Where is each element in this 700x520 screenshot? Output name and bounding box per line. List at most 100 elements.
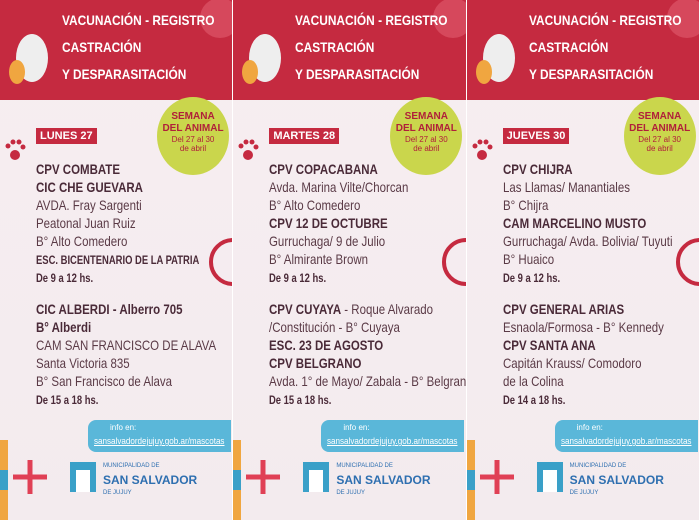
poster: VACUNACIÓN - REGISTRO CASTRACIÓN Y DESPARA…	[233, 0, 467, 520]
text-line: Peatonal Juan Ruiz	[36, 214, 199, 232]
text-segment: CPV BELGRANO	[269, 355, 362, 371]
text-line: Gurruchaga/ Avda. Bolivia/ Tuyuti	[503, 232, 673, 250]
text-line: CAM MARCELINO MUSTO	[503, 214, 673, 232]
header-line: CASTRACIÓN	[295, 39, 375, 55]
badge: SEMANA DEL ANIMAL Del 27 al 30 de abril	[157, 97, 229, 175]
text-segment: de la Colina	[502, 373, 564, 389]
badge-text: SEMANA	[171, 111, 215, 122]
text-segment: De 15 a 18 hs.	[269, 395, 332, 407]
text-line: de la Colina	[503, 372, 664, 390]
badge-text: de abril	[413, 144, 440, 153]
header-line: VACUNACIÓN - REGISTRO	[528, 12, 682, 28]
text-segment: CAM MARCELINO MUSTO	[502, 215, 646, 231]
text-line: B° Chijra	[503, 196, 673, 214]
info-label: info en:	[343, 423, 370, 432]
text-segment: CIC CHE GUEVARA	[36, 179, 143, 195]
text-segment: B° Almirante Brown	[269, 251, 369, 267]
text-segment: De 9 a 12 hs.	[269, 273, 327, 285]
text-line: Avda. 1° de Mayo/ Zabala - B° Belgrano	[269, 372, 467, 390]
info-label: info en:	[110, 423, 137, 432]
logo-text: MUNICIPALIDAD DE	[336, 463, 393, 469]
badge-text: DEL ANIMAL	[162, 123, 224, 134]
text-segment: - Roque Alvarado	[341, 301, 434, 317]
text-line: CAM SAN FRANCISCO DE ALAVA	[36, 336, 216, 354]
text-segment: CPV 12 DE OCTUBRE	[269, 215, 388, 231]
text-segment: B° Chijra	[502, 197, 549, 213]
text-segment: Capitán Krauss/ Comodoro	[502, 355, 642, 371]
badge-text: SEMANA	[637, 111, 682, 122]
text-line: CPV CHIJRA	[503, 160, 673, 178]
text-segment: Las Llamas/ Manantiales	[502, 179, 630, 195]
badge: SEMANA DEL ANIMAL Del 27 al 30 de abril	[390, 97, 463, 175]
text-line: B° San Francisco de Alava	[36, 372, 216, 390]
text-line: CPV 12 DE OCTUBRE	[269, 214, 408, 232]
text-line: De 9 a 12 hs.	[269, 268, 408, 286]
badge-text: de abril	[646, 144, 673, 153]
text-line: B° Huaico	[503, 250, 673, 268]
venue-block: CIC ALBERDI - Alberro 705 B° Alberdi CAM S…	[36, 300, 216, 408]
badge-text: DEL ANIMAL	[395, 123, 457, 134]
text-line: AVDA. Fray Sargenti	[36, 196, 199, 214]
info-url: sansalvadordejujuy.gob.ar/mascotas	[327, 436, 458, 447]
text-line: CPV COMBATE	[36, 160, 199, 178]
text-line: De 15 a 18 hs.	[269, 390, 465, 408]
header-line: VACUNACIÓN - REGISTRO	[295, 12, 448, 28]
text-line: B° Almirante Brown	[269, 250, 408, 268]
text-segment: ESC. 23 DE AGOSTO	[269, 337, 384, 353]
logo-text: SAN SALVADOR	[569, 473, 664, 487]
logo-text: SAN SALVADOR	[103, 473, 198, 487]
text-segment: CPV GENERAL ARIAS	[502, 301, 624, 317]
text-segment: De 9 a 12 hs.	[36, 273, 94, 285]
text-line: De 14 a 18 hs.	[503, 390, 664, 408]
header-line: Y DESPARASITACIÓN	[62, 66, 187, 82]
header-line: Y DESPARASITACIÓN	[295, 66, 420, 82]
text-segment: B° Alto Comedero	[269, 197, 361, 213]
text-segment: Peatonal Juan Ruiz	[36, 215, 136, 231]
info-url: sansalvadordejujuy.gob.ar/mascotas	[94, 436, 225, 447]
text-line: De 15 a 18 hs.	[36, 390, 216, 408]
header-line: VACUNACIÓN - REGISTRO	[62, 12, 215, 28]
text-segment: CAM SAN FRANCISCO DE ALAVA	[36, 337, 217, 353]
logo-text: MUNICIPALIDAD DE	[103, 463, 160, 469]
badge-text: Del 27 al 30	[171, 135, 215, 144]
text-segment: B° Alto Comedero	[36, 233, 128, 249]
logo-text: MUNICIPALIDAD DE	[569, 463, 627, 469]
badge-text: Del 27 al 30	[638, 135, 681, 144]
text-line: Avda. Marina Vilte/Chorcan	[269, 178, 408, 196]
badge-text: DEL ANIMAL	[629, 123, 691, 134]
text-line: ESC. 23 DE AGOSTO	[269, 336, 465, 354]
text-line: Las Llamas/ Manantiales	[503, 178, 673, 196]
text-segment: Esnaola/Formosa - B° Kennedy	[502, 319, 664, 335]
text-line: CPV CUYAYA - Roque Alvarado	[269, 300, 465, 318]
info-url: sansalvadordejujuy.gob.ar/mascotas	[560, 436, 692, 447]
text-segment: ESC. BICENTENARIO DE LA PATRIA	[36, 255, 200, 267]
text-segment: B° San Francisco de Alava	[36, 373, 173, 389]
poster: VACUNACIÓN - REGISTRO CASTRACIÓN Y DESPARA…	[466, 0, 700, 520]
venue-block: CPV COMBATE CIC CHE GUEVARA AVDA. Fray Sar…	[36, 160, 199, 286]
badge: SEMANA DEL ANIMAL Del 27 al 30 de abril	[623, 97, 696, 175]
badge-text: Del 27 al 30	[404, 135, 448, 144]
text-segment: De 9 a 12 hs.	[502, 273, 560, 285]
text-line: Esnaola/Formosa - B° Kennedy	[503, 318, 664, 336]
text-segment: /Constitución - B° Cuyaya	[269, 319, 401, 335]
text-line: B° Alberdi	[36, 318, 216, 336]
poster: VACUNACIÓN - REGISTRO CASTRACIÓN Y DESPARA…	[0, 0, 234, 520]
text-segment: B° Huaico	[502, 251, 554, 267]
text-segment: Avda. Marina Vilte/Chorcan	[269, 179, 409, 195]
decoration	[0, 0, 233, 520]
text-line: CIC CHE GUEVARA	[36, 178, 199, 196]
text-line: CPV SANTA ANA	[503, 336, 664, 354]
decoration	[466, 0, 699, 520]
text-line: De 9 a 12 hs.	[36, 268, 199, 286]
badge-text: SEMANA	[404, 111, 448, 122]
text-segment: CPV CHIJRA	[502, 161, 573, 177]
text-line: ESC. BICENTENARIO DE LA PATRIA	[36, 250, 199, 268]
header-line: CASTRACIÓN	[528, 39, 608, 55]
text-segment: De 15 a 18 hs.	[36, 395, 99, 407]
text-segment: CPV SANTA ANA	[502, 337, 596, 353]
text-segment: Avda. 1° de Mayo/ Zabala - B° Belgrano	[269, 373, 467, 389]
text-line: B° Alto Comedero	[269, 196, 408, 214]
text-line: B° Alto Comedero	[36, 232, 199, 250]
day-label: LUNES 27	[36, 128, 97, 144]
text-line: De 9 a 12 hs.	[503, 268, 673, 286]
